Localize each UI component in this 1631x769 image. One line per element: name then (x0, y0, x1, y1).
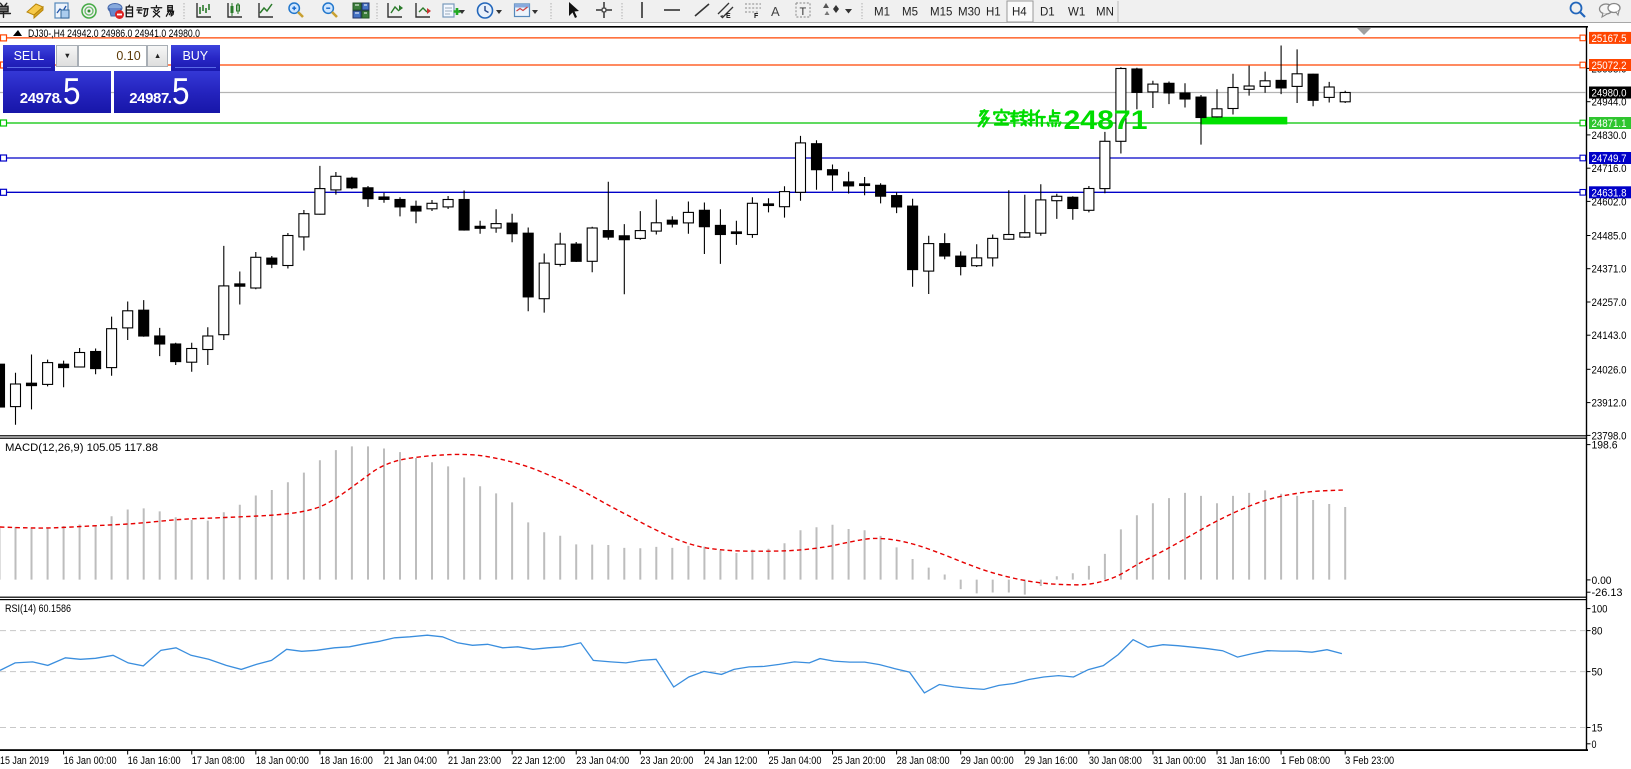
svg-text:W1: W1 (1068, 7, 1085, 19)
svg-text:MN: MN (1096, 7, 1114, 19)
svg-text:24871.1: 24871.1 (1592, 118, 1627, 130)
svg-text:28 Jan 08:00: 28 Jan 08:00 (897, 755, 950, 767)
svg-text:29 Jan 00:00: 29 Jan 00:00 (961, 755, 1014, 767)
svg-text:16 Jan 16:00: 16 Jan 16:00 (128, 755, 181, 767)
svg-text:21 Jan 04:00: 21 Jan 04:00 (384, 755, 437, 767)
svg-text:24026.0: 24026.0 (1592, 364, 1627, 376)
svg-text:25 Jan 20:00: 25 Jan 20:00 (833, 755, 886, 767)
svg-text:3 Feb 23:00: 3 Feb 23:00 (1345, 755, 1394, 767)
svg-text:D1: D1 (1040, 7, 1055, 19)
svg-text:21 Jan 23:00: 21 Jan 23:00 (448, 755, 501, 767)
svg-text:A: A (771, 4, 780, 19)
svg-text:24602.0: 24602.0 (1592, 196, 1627, 208)
svg-text:24485.0: 24485.0 (1592, 231, 1627, 243)
svg-text:23 Jan 04:00: 23 Jan 04:00 (576, 755, 629, 767)
svg-text:23 Jan 20:00: 23 Jan 20:00 (640, 755, 693, 767)
svg-text:23798.0: 23798.0 (1592, 430, 1627, 442)
svg-text:0: 0 (1592, 739, 1597, 751)
svg-text:24871: 24871 (1064, 105, 1148, 135)
svg-text:80: 80 (1592, 626, 1603, 638)
svg-text:18 Jan 00:00: 18 Jan 00:00 (256, 755, 309, 767)
svg-text:F: F (754, 13, 759, 20)
svg-text:T: T (800, 6, 807, 18)
svg-text:16 Jan 00:00: 16 Jan 00:00 (64, 755, 117, 767)
svg-text:E: E (726, 13, 731, 20)
svg-text:25 Jan 04:00: 25 Jan 04:00 (768, 755, 821, 767)
svg-text:H1: H1 (986, 7, 1001, 19)
svg-text:1 Feb 08:00: 1 Feb 08:00 (1281, 755, 1330, 767)
svg-text:24371.0: 24371.0 (1592, 264, 1627, 276)
svg-text:22 Jan 12:00: 22 Jan 12:00 (512, 755, 565, 767)
svg-text:198.6: 198.6 (1592, 440, 1618, 452)
svg-text:31 Jan 16:00: 31 Jan 16:00 (1217, 755, 1270, 767)
svg-text:24944.0: 24944.0 (1592, 97, 1627, 109)
svg-text:24631.8: 24631.8 (1592, 187, 1627, 199)
svg-text:23912.0: 23912.0 (1592, 398, 1627, 410)
svg-text:-26.13: -26.13 (1592, 587, 1623, 599)
svg-text:24257.0: 24257.0 (1592, 297, 1627, 309)
svg-text:17 Jan 08:00: 17 Jan 08:00 (192, 755, 245, 767)
svg-text:15: 15 (1592, 723, 1603, 735)
svg-text:24980.0: 24980.0 (1592, 88, 1627, 100)
svg-text:30 Jan 08:00: 30 Jan 08:00 (1089, 755, 1142, 767)
svg-text:RSI(14) 60.1586: RSI(14) 60.1586 (5, 603, 71, 615)
svg-text:100: 100 (1592, 604, 1608, 616)
svg-text:MACD(12,26,9) 105.05 117.88: MACD(12,26,9) 105.05 117.88 (5, 442, 158, 454)
svg-text:24143.0: 24143.0 (1592, 330, 1627, 342)
svg-text:24830.0: 24830.0 (1592, 130, 1627, 142)
svg-text:DJ30-,H4 24942.0 24986.0 2494: DJ30-,H4 24942.0 24986.0 24941.0 24980.0 (28, 28, 200, 40)
svg-text:24716.0: 24716.0 (1592, 163, 1627, 175)
svg-text:M15: M15 (930, 7, 952, 19)
svg-text:M1: M1 (874, 7, 890, 19)
svg-text:H4: H4 (1012, 7, 1027, 19)
svg-text:M30: M30 (958, 7, 980, 19)
svg-text:50: 50 (1592, 667, 1603, 679)
svg-text:15 Jan 2019: 15 Jan 2019 (0, 755, 49, 767)
svg-text:24749.7: 24749.7 (1592, 153, 1627, 165)
svg-text:25167.5: 25167.5 (1592, 33, 1627, 45)
svg-text:0.00: 0.00 (1592, 575, 1612, 587)
svg-text:31 Jan 00:00: 31 Jan 00:00 (1153, 755, 1206, 767)
svg-text:25072.2: 25072.2 (1592, 60, 1627, 72)
svg-text:29 Jan 16:00: 29 Jan 16:00 (1025, 755, 1078, 767)
svg-text:18 Jan 16:00: 18 Jan 16:00 (320, 755, 373, 767)
svg-text:M5: M5 (902, 7, 918, 19)
svg-text:24 Jan 12:00: 24 Jan 12:00 (704, 755, 757, 767)
